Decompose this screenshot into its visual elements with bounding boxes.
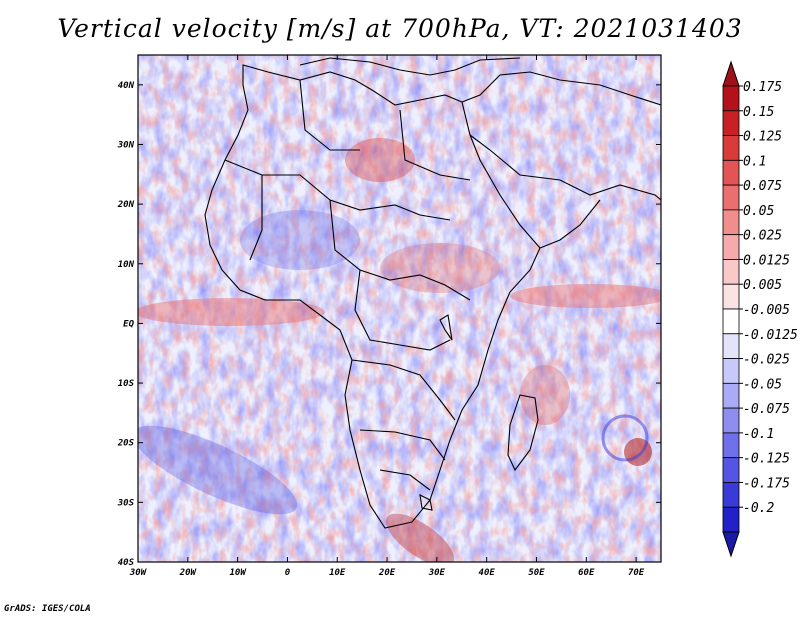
- lat-tick-label: 10N: [118, 260, 135, 270]
- colorbar-swatch: [722, 407, 740, 434]
- lon-tick-label: 50E: [528, 568, 545, 578]
- lon-tick-label: 40E: [479, 568, 496, 578]
- lat-tick-label: 40S: [118, 558, 135, 568]
- lat-tick-label: 20S: [117, 439, 135, 449]
- colorbar-label: 0.15: [743, 105, 774, 120]
- lon-tick-label: 30W: [129, 568, 148, 578]
- colorbar-swatch: [722, 209, 740, 236]
- coastlines: [204, 57, 661, 529]
- colorbar-swatch: [722, 432, 740, 459]
- colorbar-swatch: [722, 482, 740, 508]
- longitude-axis: 30W 20W 10W 0 10E 20E 30E 40E 50E 60E 70E: [129, 55, 645, 578]
- grads-credit: GrADS: IGES/COLA: [4, 604, 91, 614]
- lon-tick-label: 10E: [329, 568, 346, 578]
- colorbar-label: 0.0125: [743, 253, 790, 268]
- colorbar-swatch: [722, 283, 740, 310]
- map-title: Vertical velocity [m/s] at 700hPa, VT: 2…: [57, 14, 743, 43]
- lat-tick-label: 10S: [118, 379, 135, 389]
- plot-frame: [137, 54, 662, 563]
- colorbar-label: -0.025: [743, 353, 790, 368]
- colorbar-swatch: [722, 135, 740, 161]
- colorbar-label: -0.0125: [743, 328, 798, 343]
- colorbar-swatch: [722, 358, 740, 384]
- colorbar-label: -0.05: [743, 377, 782, 392]
- colorbar-label: 0.025: [743, 229, 782, 244]
- colorbar-label: -0.1: [743, 427, 774, 442]
- colorbar-label: -0.175: [743, 476, 790, 491]
- colorbar-label: 0.175: [743, 80, 782, 95]
- colorbar-label: 0.05: [743, 204, 774, 219]
- lat-tick-label: EQ: [123, 319, 134, 329]
- colorbar-label: 0.1: [743, 154, 766, 169]
- colorbar-label: 0.005: [743, 278, 782, 293]
- colorbar-swatch: [722, 85, 740, 112]
- colorbar-swatch: [722, 506, 740, 533]
- colorbar-swatch: [722, 159, 740, 186]
- colorbar-swatch: [722, 110, 740, 136]
- lon-tick-label: 20W: [179, 568, 198, 578]
- lat-tick-label: 20N: [117, 200, 135, 210]
- lon-tick-label: 70E: [628, 568, 645, 578]
- colorbar-swatch: [722, 234, 740, 260]
- lon-tick-label: 20E: [378, 568, 396, 578]
- latitude-axis: 40N 30N 20N 10N EQ 10S 20S 30S 40S: [117, 81, 661, 568]
- colorbar-top-arrow: [722, 60, 740, 87]
- lon-tick-label: 0: [285, 568, 291, 578]
- lat-tick-label: 30N: [117, 140, 135, 150]
- colorbar-label: -0.2: [743, 501, 774, 516]
- velocity-field: [138, 55, 661, 562]
- colorbar-bottom-arrow: [722, 531, 740, 558]
- lat-tick-label: 30S: [117, 498, 135, 508]
- colorbar-label: -0.075: [743, 402, 790, 417]
- colorbar-label: -0.005: [743, 303, 790, 318]
- lon-tick-label: 60E: [578, 568, 595, 578]
- colorbar: 0.175 0.15 0.125 0.1 0.075 0.05 0.025 0.0125 0.0…: [722, 60, 798, 558]
- colorbar-label: 0.075: [743, 179, 782, 194]
- colorbar-swatch: [722, 457, 740, 483]
- colorbar-swatch: [722, 308, 740, 335]
- lat-tick-label: 40N: [118, 81, 135, 91]
- colorbar-swatch: [722, 259, 740, 285]
- lon-tick-label: 30E: [428, 568, 446, 578]
- lon-tick-label: 10W: [229, 568, 247, 578]
- colorbar-swatch: [722, 184, 740, 211]
- colorbar-label: -0.125: [743, 452, 790, 467]
- colorbar-swatch: [722, 333, 740, 359]
- colorbar-swatch: [722, 382, 740, 409]
- colorbar-label: 0.125: [743, 130, 782, 145]
